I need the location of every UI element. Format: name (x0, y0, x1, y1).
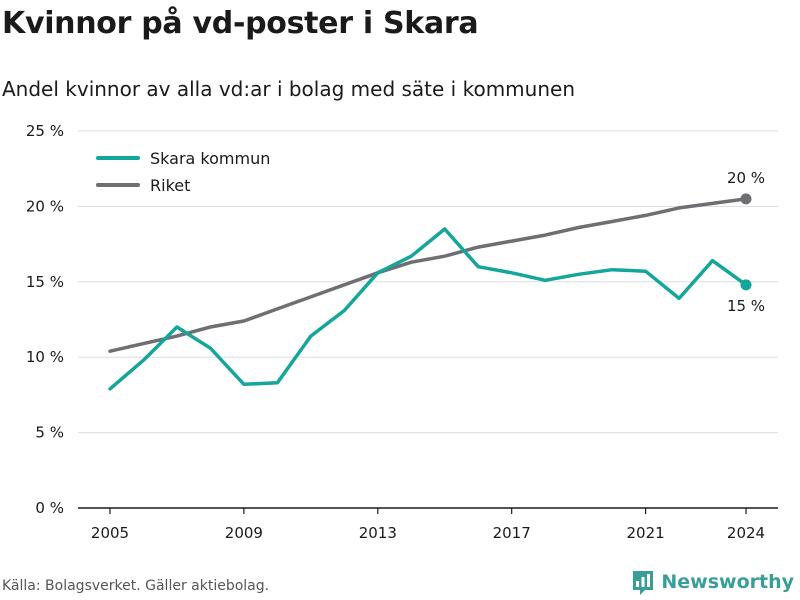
legend-label-skara: Skara kommun (150, 149, 270, 168)
x-tick-label: 2017 (493, 524, 531, 542)
end-label-skara: 15 % (727, 297, 765, 315)
y-tick-label: 5 % (35, 424, 64, 442)
end-point-skara (740, 279, 752, 291)
end-label-riket: 20 % (727, 169, 765, 187)
end-point-riket (740, 193, 752, 205)
brand-name: Newsworthy (661, 571, 794, 593)
legend-label-riket: Riket (150, 176, 190, 195)
newsworthy-logo-icon (633, 571, 654, 595)
chart-title: Kvinnor på vd-poster i Skara (2, 6, 479, 41)
x-tick-label: 2009 (225, 524, 263, 542)
y-tick-label: 25 % (26, 122, 64, 140)
source-note: Källa: Bolagsverket. Gäller aktiebolag. (2, 578, 270, 594)
y-tick-label: 15 % (26, 273, 64, 291)
series-line-riket (108, 197, 748, 353)
x-tick-label: 2024 (727, 524, 765, 542)
x-tick-label: 2005 (91, 524, 129, 542)
x-tick-label: 2013 (359, 524, 397, 542)
y-tick-label: 0 % (35, 499, 64, 517)
chart-subtitle: Andel kvinnor av alla vd:ar i bolag med … (2, 77, 575, 101)
x-tick-label: 2021 (626, 524, 664, 542)
y-tick-label: 10 % (26, 348, 64, 366)
y-tick-label: 20 % (26, 197, 64, 215)
brand-logo[interactable]: Newsworthy (631, 568, 794, 596)
series-line-skara (108, 227, 748, 391)
